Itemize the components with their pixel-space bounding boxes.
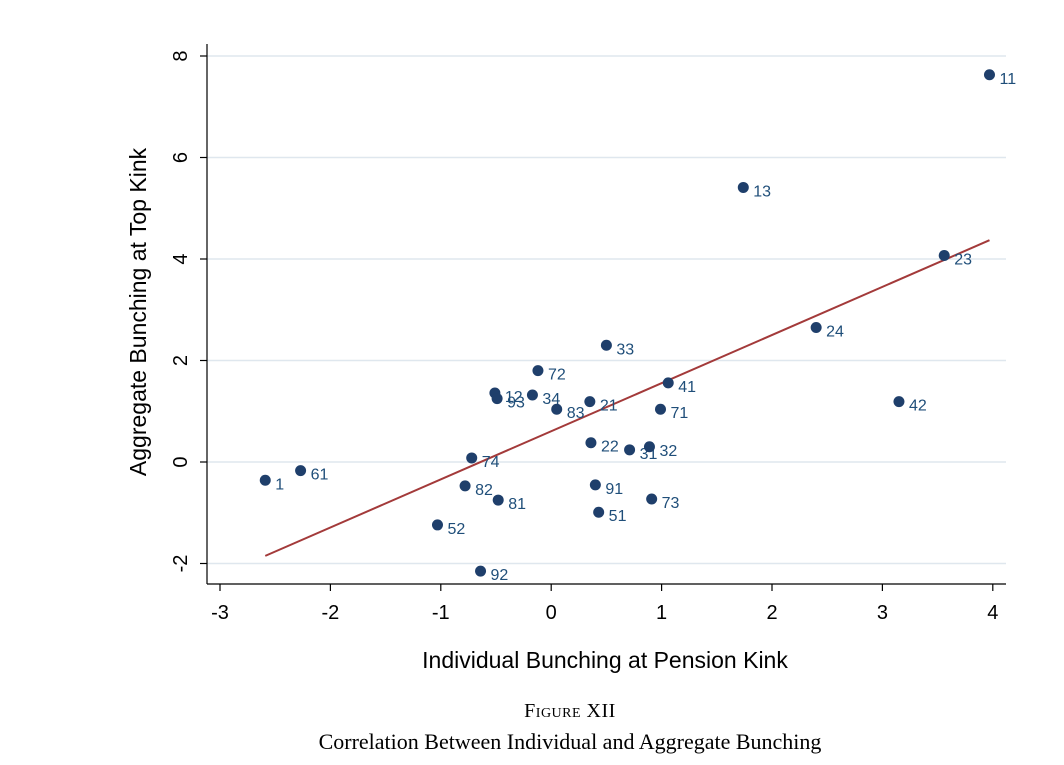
point-label: 73 [662,495,680,512]
x-tick-label: 3 [877,602,888,624]
x-tick-label: -2 [322,602,340,624]
point-label: 1 [275,476,284,493]
data-point [600,339,612,351]
point-label: 12 [505,389,523,406]
data-point [810,322,822,334]
y-axis-title: Aggregate Bunching at Top Kink [125,147,151,476]
fit-line-layer [264,239,990,557]
fit-line [264,239,990,557]
y-tick-label: 0 [170,456,192,467]
point-label: 92 [491,567,509,584]
data-point [295,465,307,477]
x-tick-label: 2 [766,602,777,624]
data-point [259,474,271,486]
point-label: 91 [605,481,623,498]
data-point [492,494,504,506]
data-point [475,565,487,577]
point-label: 52 [447,521,465,538]
point-label: 23 [954,251,972,268]
point-label: 61 [311,467,329,484]
data-point [466,452,478,464]
x-tick-label: 0 [546,602,557,624]
point-label: 11 [999,71,1016,88]
point-label: 34 [542,391,560,408]
point-label: 71 [670,405,688,422]
point-label: 33 [616,341,634,358]
figure-number: Figure XII [524,700,616,722]
data-point [593,506,605,518]
data-point [459,480,471,492]
point-label: 72 [548,367,566,384]
data-point [646,493,658,505]
point-label: 81 [508,496,526,513]
point-label: 51 [609,508,627,525]
data-point [584,396,596,408]
point-label: 41 [678,379,696,396]
data-point [893,396,905,408]
data-point [491,393,503,405]
point-label: 21 [600,398,618,415]
data-point [654,403,666,415]
gridlines [207,55,1006,565]
data-point [526,389,538,401]
point-label: 74 [482,454,500,471]
data-point [983,69,995,81]
y-tick-label: 6 [170,152,192,163]
point-label: 93 [507,395,525,412]
point-label: 82 [475,482,493,499]
data-point [589,479,601,491]
x-tick-label: 4 [987,602,998,624]
y-tick-label: 4 [170,253,192,264]
data-point [431,519,443,531]
data-point [624,444,636,456]
point-label: 24 [826,324,844,341]
y-tick-label: 8 [170,50,192,61]
point-label: 13 [753,183,771,200]
figure-title: Correlation Between Individual and Aggre… [318,729,822,754]
data-point [532,365,544,377]
y-tick-label: 2 [170,355,192,366]
x-tick-label: 1 [656,602,667,624]
y-tick-label: -2 [170,555,192,573]
x-tick-label: -1 [432,602,450,624]
x-axis-title: Individual Bunching at Pension Kink [422,647,788,673]
point-label: 22 [601,439,619,456]
data-point [551,403,563,415]
data-point [737,181,749,193]
data-point [938,249,950,261]
data-point [662,377,674,389]
point-label: 83 [567,405,585,422]
point-label: 32 [659,443,677,460]
x-tick-label: -3 [211,602,229,624]
point-label: 42 [909,398,927,415]
axes [206,44,1006,585]
data-point [585,437,597,449]
data-point [643,441,655,453]
